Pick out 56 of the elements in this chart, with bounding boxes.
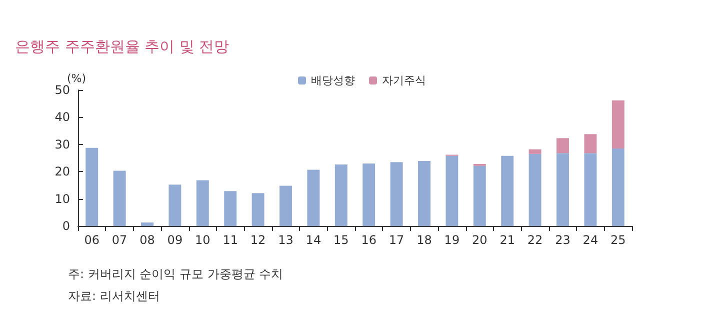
bar (224, 191, 237, 226)
bar (113, 170, 126, 226)
y-tick-label: 0 (62, 219, 70, 233)
bar (418, 160, 430, 226)
bar (390, 162, 403, 226)
x-tick-label: 19 (444, 233, 460, 247)
y-tick-label: 20 (54, 164, 70, 179)
x-tick-label: 18 (416, 233, 432, 247)
bar (501, 156, 514, 226)
x-tick-label: 25 (610, 233, 626, 247)
text: 주: 커버리지 순이익 규모 가중평균 수치 (68, 267, 284, 281)
y-axis-title: (%) (66, 72, 86, 85)
bar (528, 154, 542, 226)
bar (362, 163, 376, 226)
x-tick-label: 14 (306, 233, 322, 247)
x-tick-label: 21 (500, 233, 515, 247)
x-tick-label: 16 (361, 233, 376, 247)
bar (196, 180, 209, 226)
bar (334, 164, 348, 226)
bar (528, 149, 542, 154)
bar (584, 153, 597, 226)
y-tick-label: 40 (54, 110, 70, 124)
x-tick-label: 23 (555, 233, 570, 247)
bar (280, 186, 292, 226)
y-tick-label: 10 (54, 192, 70, 206)
x-tick-label: 22 (527, 233, 543, 247)
legend-label: 자기주식 (382, 74, 426, 87)
y-tick-label: 50 (54, 83, 70, 97)
bar (86, 148, 98, 226)
legend-label: 배당성향 (311, 74, 355, 87)
x-tick-label: 10 (195, 233, 210, 247)
bar (473, 166, 486, 226)
bar (612, 148, 624, 226)
bar (556, 153, 569, 226)
bar (584, 134, 597, 154)
x-tick-label: 06 (84, 233, 100, 247)
bar (307, 170, 320, 226)
bar (252, 193, 264, 226)
x-tick-label: 17 (388, 233, 404, 247)
x-tick-label: 12 (250, 233, 266, 247)
bar (556, 138, 569, 154)
x-tick-label: 08 (140, 233, 155, 247)
bar (612, 100, 624, 148)
bar (168, 184, 182, 226)
x-tick-label: 11 (222, 233, 238, 247)
x-tick-label: 09 (167, 233, 183, 247)
x-tick-label: 20 (472, 233, 488, 247)
y-tick-label: 30 (54, 137, 70, 152)
text: 자료: 리서치센터 (68, 289, 160, 303)
x-tick-label: 13 (278, 233, 294, 247)
bar (141, 222, 154, 226)
x-tick-label: 07 (112, 233, 128, 247)
chart-title: 은행주 주주환원율 추이 및 전망 (15, 38, 230, 56)
bar (446, 156, 458, 226)
x-tick-label: 15 (334, 233, 349, 247)
x-tick-label: 24 (582, 233, 598, 247)
